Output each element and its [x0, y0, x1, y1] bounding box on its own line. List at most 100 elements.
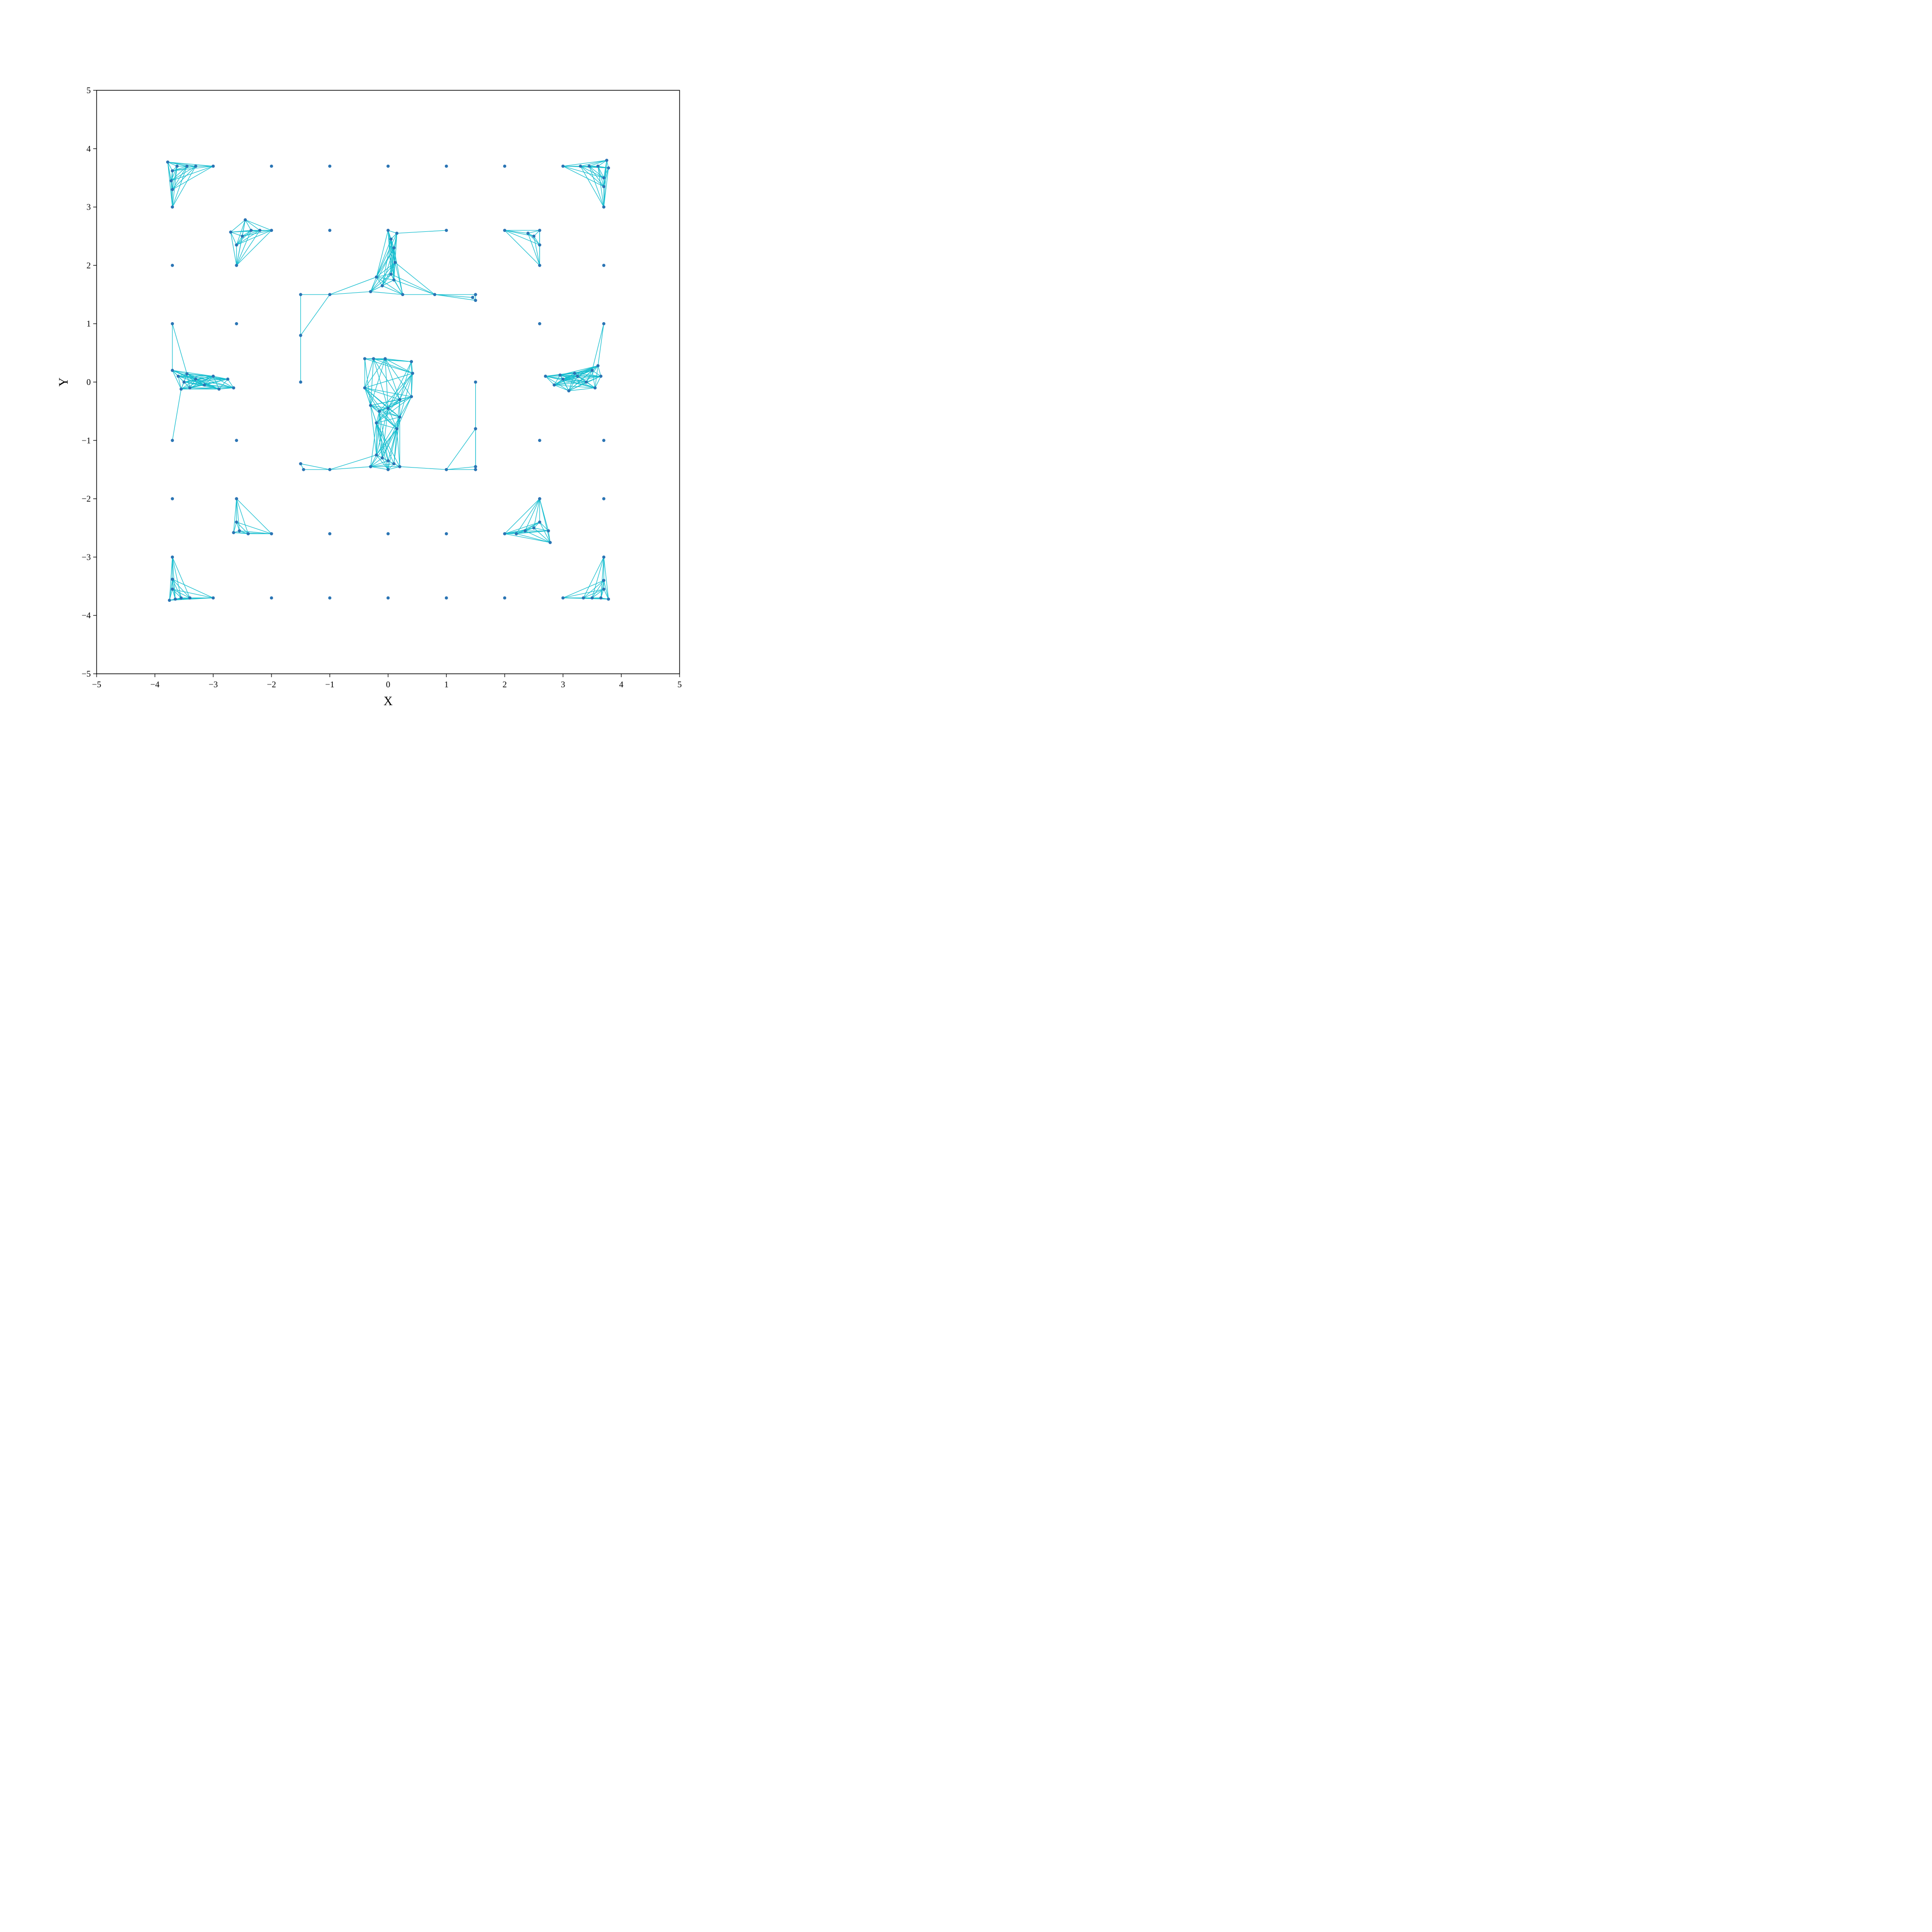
graph-edge — [370, 423, 377, 467]
graph-edge — [242, 230, 252, 237]
graph-edge — [589, 166, 604, 178]
graph-edge — [204, 384, 219, 390]
graph-edge — [533, 527, 551, 543]
graph-edge — [393, 417, 400, 464]
graph-edge — [393, 262, 396, 280]
data-point — [538, 439, 541, 442]
data-point — [166, 160, 170, 164]
x-tick-label: 2 — [502, 680, 507, 689]
data-point — [170, 555, 174, 559]
graph-edge — [385, 358, 412, 362]
data-point — [386, 164, 390, 168]
data-point — [503, 164, 507, 168]
graph-edge — [574, 373, 601, 377]
graph-edge — [382, 428, 398, 458]
data-point — [561, 377, 565, 381]
graph-edge — [172, 589, 213, 598]
graph-edge — [236, 219, 246, 245]
graph-edge — [589, 166, 604, 207]
data-point — [602, 579, 606, 582]
y-tick-label: −2 — [82, 494, 91, 504]
graph-edge — [373, 358, 413, 374]
graph-edge — [172, 557, 190, 598]
data-point — [170, 188, 174, 191]
graph-edge — [391, 273, 435, 295]
graph-edge — [245, 219, 260, 231]
data-point — [170, 439, 174, 442]
data-point — [602, 555, 606, 559]
data-point — [523, 529, 527, 533]
graph-edge — [370, 277, 377, 292]
graph-edge — [300, 463, 330, 470]
graph-edge — [376, 416, 400, 424]
graph-edge — [580, 166, 604, 207]
y-tick-label: 4 — [86, 144, 91, 154]
data-point — [602, 264, 606, 267]
graph-edge — [227, 379, 234, 388]
data-point — [573, 371, 577, 375]
graph-edge — [219, 379, 228, 389]
graph-edge — [560, 374, 601, 377]
data-point — [235, 264, 238, 267]
graph-edge — [603, 168, 609, 207]
data-point — [579, 164, 582, 168]
graph-edge — [563, 166, 609, 169]
x-tick-label: −2 — [267, 680, 276, 689]
data-point — [602, 322, 606, 326]
data-point — [401, 293, 404, 297]
graph-edge — [376, 423, 389, 470]
graph-edge — [603, 168, 609, 178]
graph-edge — [370, 463, 394, 467]
graph-edge — [370, 274, 391, 292]
data-point — [328, 228, 332, 232]
graph-edge — [376, 455, 388, 470]
data-point — [175, 164, 179, 168]
data-point — [179, 596, 183, 600]
graph-edge — [178, 376, 196, 380]
graph-edge — [370, 466, 388, 470]
graph-edge — [595, 366, 598, 388]
graph-edge — [364, 387, 398, 429]
x-axis-label: X — [384, 694, 393, 708]
graph-edge — [376, 423, 383, 458]
graph-edge — [370, 262, 396, 292]
graph-edge — [230, 219, 246, 233]
graph-edge — [545, 376, 554, 385]
data-point — [474, 468, 477, 471]
graph-edge — [399, 466, 447, 470]
graph-edge — [592, 589, 604, 598]
data-point — [392, 246, 396, 250]
graph-edge — [236, 236, 243, 245]
data-point — [590, 596, 594, 600]
graph-edge — [376, 262, 396, 278]
graph-edge — [597, 166, 604, 178]
graph-edge — [172, 166, 213, 190]
data-point — [411, 371, 414, 375]
data-point — [386, 228, 390, 232]
graph-edge — [597, 160, 607, 167]
graph-edge — [539, 522, 549, 531]
data-point — [474, 293, 477, 297]
data-point — [246, 532, 250, 536]
graph-edge — [568, 387, 596, 391]
data-point — [444, 164, 448, 168]
graph-edge — [527, 233, 540, 266]
graph-edge — [603, 580, 609, 599]
graph-edge — [230, 232, 237, 245]
graph-edge — [364, 387, 380, 412]
graph-edge — [236, 522, 272, 534]
y-tick-label: −4 — [82, 611, 91, 620]
graph-edge — [504, 522, 540, 534]
data-point — [503, 228, 507, 232]
y-tick-label: 2 — [86, 260, 91, 270]
graph-edge — [434, 294, 476, 301]
data-point — [553, 383, 556, 387]
graph-edge — [397, 399, 400, 429]
graph-edge — [376, 399, 400, 423]
data-point — [538, 322, 541, 326]
graph-edge — [171, 166, 213, 181]
graph-edge — [399, 361, 412, 400]
graph-edge — [300, 294, 330, 336]
data-point — [471, 296, 474, 299]
graph-edge — [574, 365, 598, 374]
